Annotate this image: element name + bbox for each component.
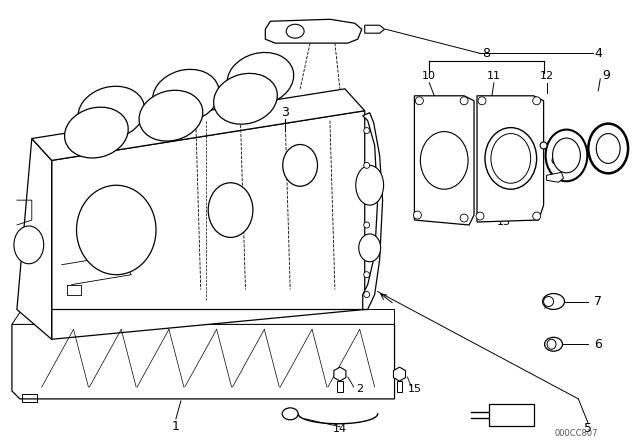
Ellipse shape: [543, 293, 564, 310]
Text: 8: 8: [482, 47, 490, 60]
Ellipse shape: [152, 69, 219, 122]
Ellipse shape: [139, 90, 203, 141]
Circle shape: [364, 222, 370, 228]
Polygon shape: [363, 113, 383, 310]
Circle shape: [476, 212, 484, 220]
Polygon shape: [52, 111, 365, 339]
Polygon shape: [12, 310, 394, 324]
Polygon shape: [337, 381, 343, 392]
Text: 5: 5: [584, 422, 593, 435]
Circle shape: [364, 292, 370, 297]
Polygon shape: [394, 367, 406, 381]
Ellipse shape: [227, 52, 294, 105]
Ellipse shape: [552, 138, 580, 173]
Ellipse shape: [543, 297, 554, 306]
Ellipse shape: [359, 234, 381, 262]
Circle shape: [364, 162, 370, 168]
Circle shape: [413, 211, 421, 219]
Ellipse shape: [547, 339, 556, 349]
Text: 7: 7: [595, 295, 602, 308]
Text: 3: 3: [281, 106, 289, 119]
Polygon shape: [547, 172, 563, 182]
Circle shape: [364, 128, 370, 134]
Circle shape: [478, 97, 486, 105]
Text: 1: 1: [172, 420, 180, 433]
Text: 11: 11: [487, 71, 501, 81]
Polygon shape: [365, 25, 385, 33]
Ellipse shape: [485, 128, 537, 189]
Circle shape: [540, 142, 547, 149]
Ellipse shape: [596, 134, 620, 164]
Polygon shape: [415, 96, 474, 225]
Circle shape: [532, 212, 541, 220]
Text: 14: 14: [333, 424, 347, 434]
Polygon shape: [266, 19, 362, 43]
Ellipse shape: [282, 408, 298, 420]
Text: 9: 9: [602, 69, 610, 82]
Circle shape: [460, 97, 468, 105]
Ellipse shape: [214, 73, 277, 124]
Ellipse shape: [545, 337, 563, 351]
Ellipse shape: [356, 165, 383, 205]
Polygon shape: [12, 324, 394, 399]
Ellipse shape: [14, 226, 44, 264]
Ellipse shape: [65, 107, 128, 158]
Text: 6: 6: [595, 338, 602, 351]
Text: 000CC807: 000CC807: [555, 429, 598, 438]
Ellipse shape: [420, 132, 468, 189]
Polygon shape: [32, 89, 365, 160]
Circle shape: [460, 214, 468, 222]
Text: 13: 13: [497, 217, 511, 227]
Ellipse shape: [588, 124, 628, 173]
Ellipse shape: [545, 129, 588, 181]
Circle shape: [415, 97, 423, 105]
Ellipse shape: [283, 145, 317, 186]
Ellipse shape: [208, 183, 253, 237]
Polygon shape: [477, 96, 543, 222]
Ellipse shape: [77, 185, 156, 275]
Polygon shape: [17, 138, 52, 339]
Text: 12: 12: [540, 71, 554, 81]
Ellipse shape: [491, 134, 531, 183]
Polygon shape: [334, 367, 346, 381]
Polygon shape: [489, 404, 534, 426]
Circle shape: [532, 97, 541, 105]
Text: 15: 15: [408, 384, 421, 394]
Ellipse shape: [78, 86, 145, 139]
Ellipse shape: [286, 24, 304, 38]
Text: 10: 10: [422, 71, 436, 81]
Text: 2: 2: [356, 384, 364, 394]
Circle shape: [552, 157, 559, 164]
Polygon shape: [397, 381, 403, 392]
Circle shape: [364, 271, 370, 278]
Text: 4: 4: [595, 47, 602, 60]
